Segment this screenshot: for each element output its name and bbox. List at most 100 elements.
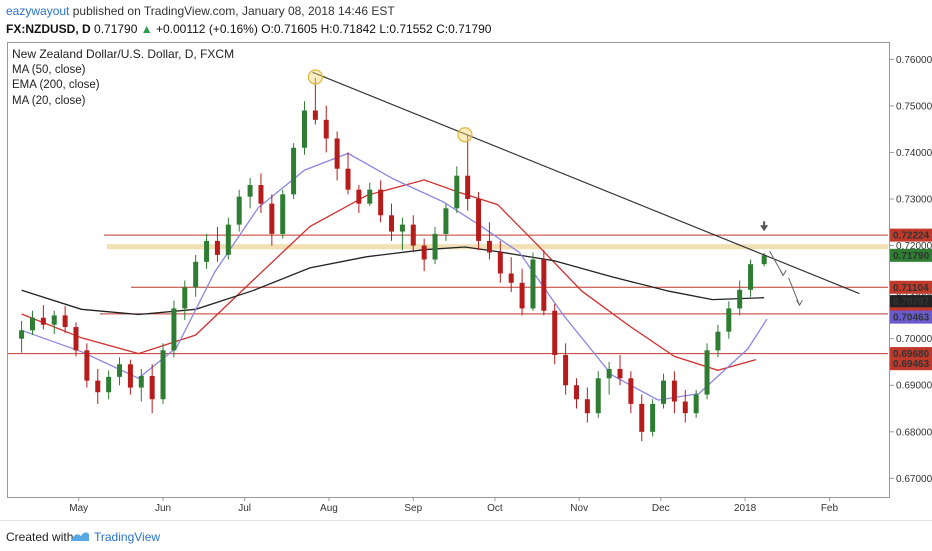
price-label-box	[890, 357, 932, 371]
candle-body	[563, 354, 569, 386]
candle-body	[334, 138, 340, 169]
y-tick-label: 0.69000	[896, 381, 932, 392]
candle-body	[606, 368, 612, 379]
candle-body	[29, 317, 35, 331]
candle-body	[84, 350, 90, 381]
candle	[443, 203, 449, 241]
candle-body	[367, 189, 373, 204]
candle-body	[552, 310, 558, 355]
trendline	[312, 71, 860, 295]
candle-body	[508, 273, 514, 283]
candle-body	[236, 196, 242, 225]
candle	[606, 361, 612, 395]
candle	[73, 322, 79, 357]
ohlc-high-label: H:	[320, 22, 333, 36]
x-tick-label: Feb	[821, 503, 839, 514]
candle-body	[247, 185, 253, 197]
legend-ema200[interactable]: EMA (200, close)	[12, 79, 100, 91]
candle	[214, 226, 220, 262]
candle-body	[671, 380, 677, 402]
candle-body	[650, 403, 656, 432]
candle-body	[595, 378, 601, 414]
candle-body	[312, 110, 318, 120]
candle	[573, 378, 579, 409]
candle	[737, 280, 743, 316]
ohlc-close: 0.71790	[448, 22, 492, 36]
candle	[280, 189, 286, 239]
candle	[486, 222, 492, 260]
candle	[225, 217, 231, 260]
candle-body	[204, 240, 210, 262]
tradingview-brand[interactable]: TradingView	[94, 530, 161, 544]
x-tick-label: Nov	[570, 503, 588, 514]
candle-body	[214, 240, 220, 255]
y-tick-label: 0.68000	[896, 427, 932, 438]
symbol-name: FX:NZDUSD, D	[6, 22, 91, 36]
candle	[410, 215, 416, 253]
price-label: 0.69680	[893, 349, 930, 360]
change-value: +0.00112 (+0.16%)	[155, 22, 258, 36]
symbol-line: FX:NZDUSD, D 0.71790 ▲ +0.00112 (+0.16%)…	[6, 22, 491, 36]
x-tick-label: Aug	[320, 503, 338, 514]
candle	[563, 343, 569, 395]
candle	[345, 152, 351, 195]
price-label-box	[890, 310, 932, 324]
candle-body	[573, 385, 579, 400]
ohlc-low: 0.71552	[389, 22, 433, 36]
candle	[193, 254, 199, 297]
chart-canvas[interactable]: 0.760000.750000.740000.730000.720000.710…	[0, 0, 932, 520]
candle-body	[138, 375, 144, 388]
candle-body	[693, 394, 699, 414]
candle	[715, 324, 721, 358]
candle	[661, 373, 667, 409]
candle	[356, 185, 362, 213]
published-text: published on TradingView.com, January 08…	[72, 4, 395, 18]
candle-body	[715, 331, 721, 351]
projection-arrowhead	[779, 270, 787, 277]
candle-body	[617, 368, 623, 379]
chart-frame[interactable]	[7, 42, 890, 498]
candle-body	[106, 376, 112, 393]
price-label-box	[890, 228, 932, 242]
ma20-line	[21, 152, 768, 401]
candle-body	[748, 264, 754, 290]
candle-body	[323, 119, 329, 139]
legend-ma20[interactable]: MA (20, close)	[12, 94, 86, 107]
candle-body	[40, 317, 46, 325]
candle	[106, 370, 112, 400]
candle-body	[737, 289, 743, 309]
y-tick-label: 0.72000	[896, 241, 932, 252]
candle	[378, 180, 384, 223]
candle-body	[51, 315, 57, 325]
candle	[84, 343, 90, 388]
price-label-box	[890, 280, 932, 294]
candle	[149, 364, 155, 414]
candle	[95, 368, 101, 404]
candle	[465, 134, 471, 211]
legend-ma50[interactable]: MA (50, close)	[12, 63, 86, 76]
ohlc-low-label: L:	[379, 22, 390, 36]
candle	[617, 354, 623, 386]
legend-title: New Zealand Dollar/U.S. Dollar, D, FXCM	[12, 47, 235, 61]
candle	[595, 371, 601, 418]
created-with-text: Created with	[6, 530, 74, 544]
author-link[interactable]: eazywayout	[6, 4, 70, 18]
candle	[726, 301, 732, 339]
candle	[334, 131, 340, 181]
candle-body	[160, 350, 166, 400]
swing-high-marker	[307, 69, 323, 85]
projection-arrowhead	[796, 299, 803, 307]
x-tick-label: Dec	[652, 503, 670, 514]
candle-body	[73, 327, 79, 351]
candle-body	[193, 261, 199, 288]
ohlc-open: 0.71605	[273, 22, 318, 36]
publish-line: eazywayout published on TradingView.com,…	[6, 4, 395, 18]
price-label: 0.71104	[893, 283, 929, 294]
candle-body	[497, 252, 503, 274]
candle	[29, 310, 35, 335]
candle-body	[761, 255, 767, 265]
candle-body	[95, 380, 101, 393]
candle-body	[62, 315, 68, 328]
candle	[62, 306, 68, 334]
projection-arrow	[788, 277, 800, 306]
